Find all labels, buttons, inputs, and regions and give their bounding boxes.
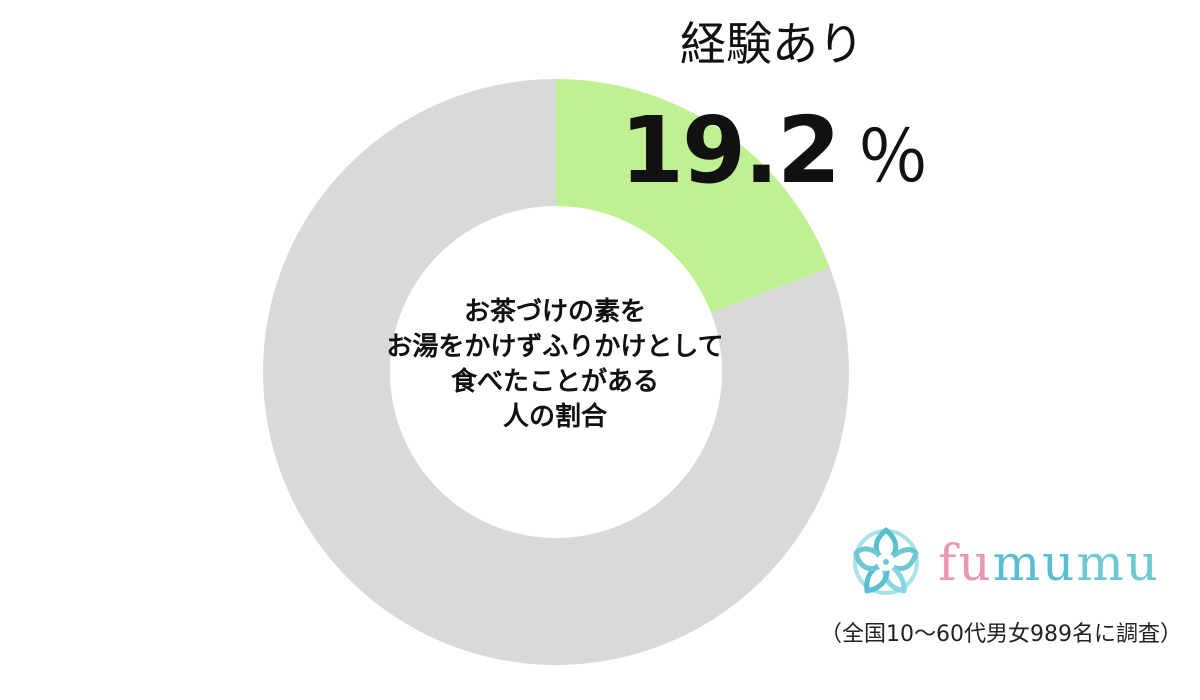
experience-slice xyxy=(556,79,830,313)
brand-name: fumumu xyxy=(938,535,1160,591)
brand-letter-2: u xyxy=(958,534,993,592)
chart-title-line-2: お湯をかけずふりかけとして xyxy=(386,332,724,362)
brand-letter-1: f xyxy=(938,534,959,592)
donut-slices xyxy=(262,79,850,665)
experience-percentage-label: 19.2 ％ xyxy=(620,96,929,206)
percentage-unit: ％ xyxy=(857,115,930,199)
experience-percentage-value: 19.2 xyxy=(620,97,841,204)
brand-letter-6: u xyxy=(1125,534,1160,592)
brand-letter-3: m xyxy=(992,534,1043,592)
flower-logo-icon xyxy=(853,527,919,595)
brand-letter-5: m xyxy=(1076,534,1126,592)
remaining-slice xyxy=(262,79,850,665)
survey-note: （全国10～60代男女989名に調査） xyxy=(820,622,1182,647)
brand-letter-4: u xyxy=(1042,534,1077,592)
fumumu-brand: fumumu xyxy=(845,522,1158,602)
chart-title-line-3: 食べたことがある xyxy=(450,367,659,397)
chart-title-line-1: お茶づけの素を xyxy=(463,297,646,327)
chart-title: お茶づけの素を お湯をかけずふりかけとして 食べたことがある 人の割合 xyxy=(380,295,730,435)
chart-title-line-4: 人の割合 xyxy=(502,402,607,432)
experience-slice-label: 経験あり xyxy=(680,17,864,71)
